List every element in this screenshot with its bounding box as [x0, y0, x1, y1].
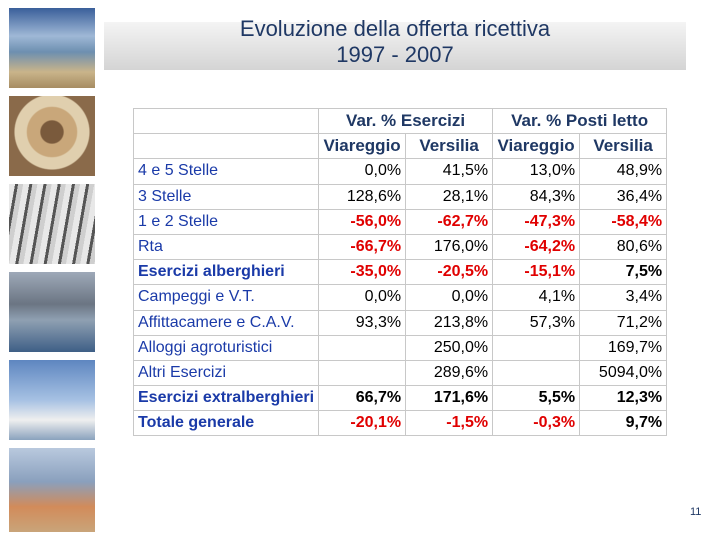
table-row: 3 Stelle 128,6% 28,1% 84,3% 36,4%	[132, 183, 668, 210]
row-label: 1 e 2 Stelle	[132, 208, 320, 235]
cell-value: 28,1%	[405, 183, 494, 210]
row-label: 4 e 5 Stelle	[132, 158, 320, 185]
cell-value: -1,5%	[405, 410, 494, 437]
cell-value: -20,1%	[318, 410, 407, 437]
table-row: Esercizi extralberghieri 66,7% 171,6% 5,5% 1…	[132, 385, 668, 412]
cell-value: -64,2%	[492, 233, 581, 261]
cell-value: 71,2%	[579, 309, 668, 336]
cell-value: 13,0%	[492, 158, 581, 185]
cell-value: -15,1%	[492, 259, 581, 286]
cell-value: -58,4%	[579, 208, 668, 235]
cell-value: -62,7%	[405, 208, 494, 235]
table-row: Affittacamere e C.A.V. 93,3% 213,8% 57,3% 71…	[132, 309, 668, 336]
cell-value: -0,3%	[492, 410, 581, 437]
cell-value: 57,3%	[492, 309, 581, 336]
photo-beach	[9, 8, 95, 88]
table-row: Altri Esercizi 289,6% 5094,0%	[132, 359, 668, 387]
photo-beach-umbrellas	[9, 448, 95, 532]
row-label: Rta	[132, 233, 320, 261]
cell-value: 250,0%	[405, 334, 494, 361]
table-row: 4 e 5 Stelle 0,0% 41,5% 13,0% 48,9%	[132, 158, 668, 185]
cell-value: 176,0%	[405, 233, 494, 261]
data-table: Var. % Esercizi Var. % Posti letto Viare…	[132, 107, 668, 437]
title: Evoluzione della offerta ricettiva	[239, 16, 551, 41]
cell-value	[318, 334, 407, 361]
cell-value: 36,4%	[579, 183, 668, 210]
cell-value: 7,5%	[579, 259, 668, 286]
table-row: Alloggi agroturistici 250,0% 169,7%	[132, 334, 668, 361]
cell-value: 0,0%	[405, 284, 494, 311]
group-header: Var. % Esercizi	[318, 107, 494, 135]
cell-value: 66,7%	[318, 385, 407, 412]
subheader-row: Viareggio Versilia Viareggio Versilia	[132, 133, 668, 160]
cell-value: 0,0%	[318, 284, 407, 311]
subheader: Viareggio	[318, 133, 407, 160]
table-row: Campeggi e V.T. 0,0% 0,0% 4,1% 3,4%	[132, 284, 668, 311]
cell-value	[492, 334, 581, 361]
subheader: Versilia	[405, 133, 494, 160]
cell-value: 4,1%	[492, 284, 581, 311]
page-number: 11	[690, 506, 702, 518]
photo-building	[9, 96, 95, 176]
cell-value: -20,5%	[405, 259, 494, 286]
row-label: Altri Esercizi	[132, 359, 320, 387]
corner-cell	[132, 107, 320, 135]
cell-value: 171,6%	[405, 385, 494, 412]
title-banner	[104, 22, 686, 70]
cell-value: 9,7%	[579, 410, 668, 437]
cell-value: 12,3%	[579, 385, 668, 412]
subheader: Versilia	[579, 133, 668, 160]
cell-value: 169,7%	[579, 334, 668, 361]
photo-mountains	[9, 272, 95, 352]
cell-value	[492, 359, 581, 387]
table-row: Totale generale -20,1% -1,5% -0,3% 9,7%	[132, 410, 668, 437]
cell-value: 84,3%	[492, 183, 581, 210]
cell-value: 93,3%	[318, 309, 407, 336]
table-row: 1 e 2 Stelle -56,0% -62,7% -47,3% -58,4%	[132, 208, 668, 235]
cell-value: 48,9%	[579, 158, 668, 185]
row-label: Campeggi e V.T.	[132, 284, 320, 311]
cell-value: 289,6%	[405, 359, 494, 387]
subtitle: 1997 - 2007	[336, 42, 454, 67]
row-label: Alloggi agroturistici	[132, 334, 320, 361]
cell-value: 5094,0%	[579, 359, 668, 387]
row-label: Esercizi extralberghieri	[132, 385, 320, 412]
cell-value: 213,8%	[405, 309, 494, 336]
cell-value: 80,6%	[579, 233, 668, 261]
cell-value: -47,3%	[492, 208, 581, 235]
photo-lighthouse	[9, 360, 95, 440]
cell-value: -35,0%	[318, 259, 407, 286]
group-header: Var. % Posti letto	[492, 107, 668, 135]
cell-value: 5,5%	[492, 385, 581, 412]
row-label: 3 Stelle	[132, 183, 320, 210]
cell-value: -66,7%	[318, 233, 407, 261]
cell-value: 0,0%	[318, 158, 407, 185]
row-label: Esercizi alberghieri	[132, 259, 320, 286]
row-label: Totale generale	[132, 410, 320, 437]
row-label: Affittacamere e C.A.V.	[132, 309, 320, 336]
table-row: Esercizi alberghieri -35,0% -20,5% -15,1% 7,…	[132, 259, 668, 286]
corner-cell	[132, 133, 320, 160]
table-row: Rta -66,7% 176,0% -64,2% 80,6%	[132, 233, 668, 261]
photo-umbrellas	[9, 184, 95, 264]
header-row: Var. % Esercizi Var. % Posti letto	[132, 107, 668, 135]
cell-value: -56,0%	[318, 208, 407, 235]
cell-value	[318, 359, 407, 387]
cell-value: 128,6%	[318, 183, 407, 210]
cell-value: 41,5%	[405, 158, 494, 185]
cell-value: 3,4%	[579, 284, 668, 311]
subheader: Viareggio	[492, 133, 581, 160]
